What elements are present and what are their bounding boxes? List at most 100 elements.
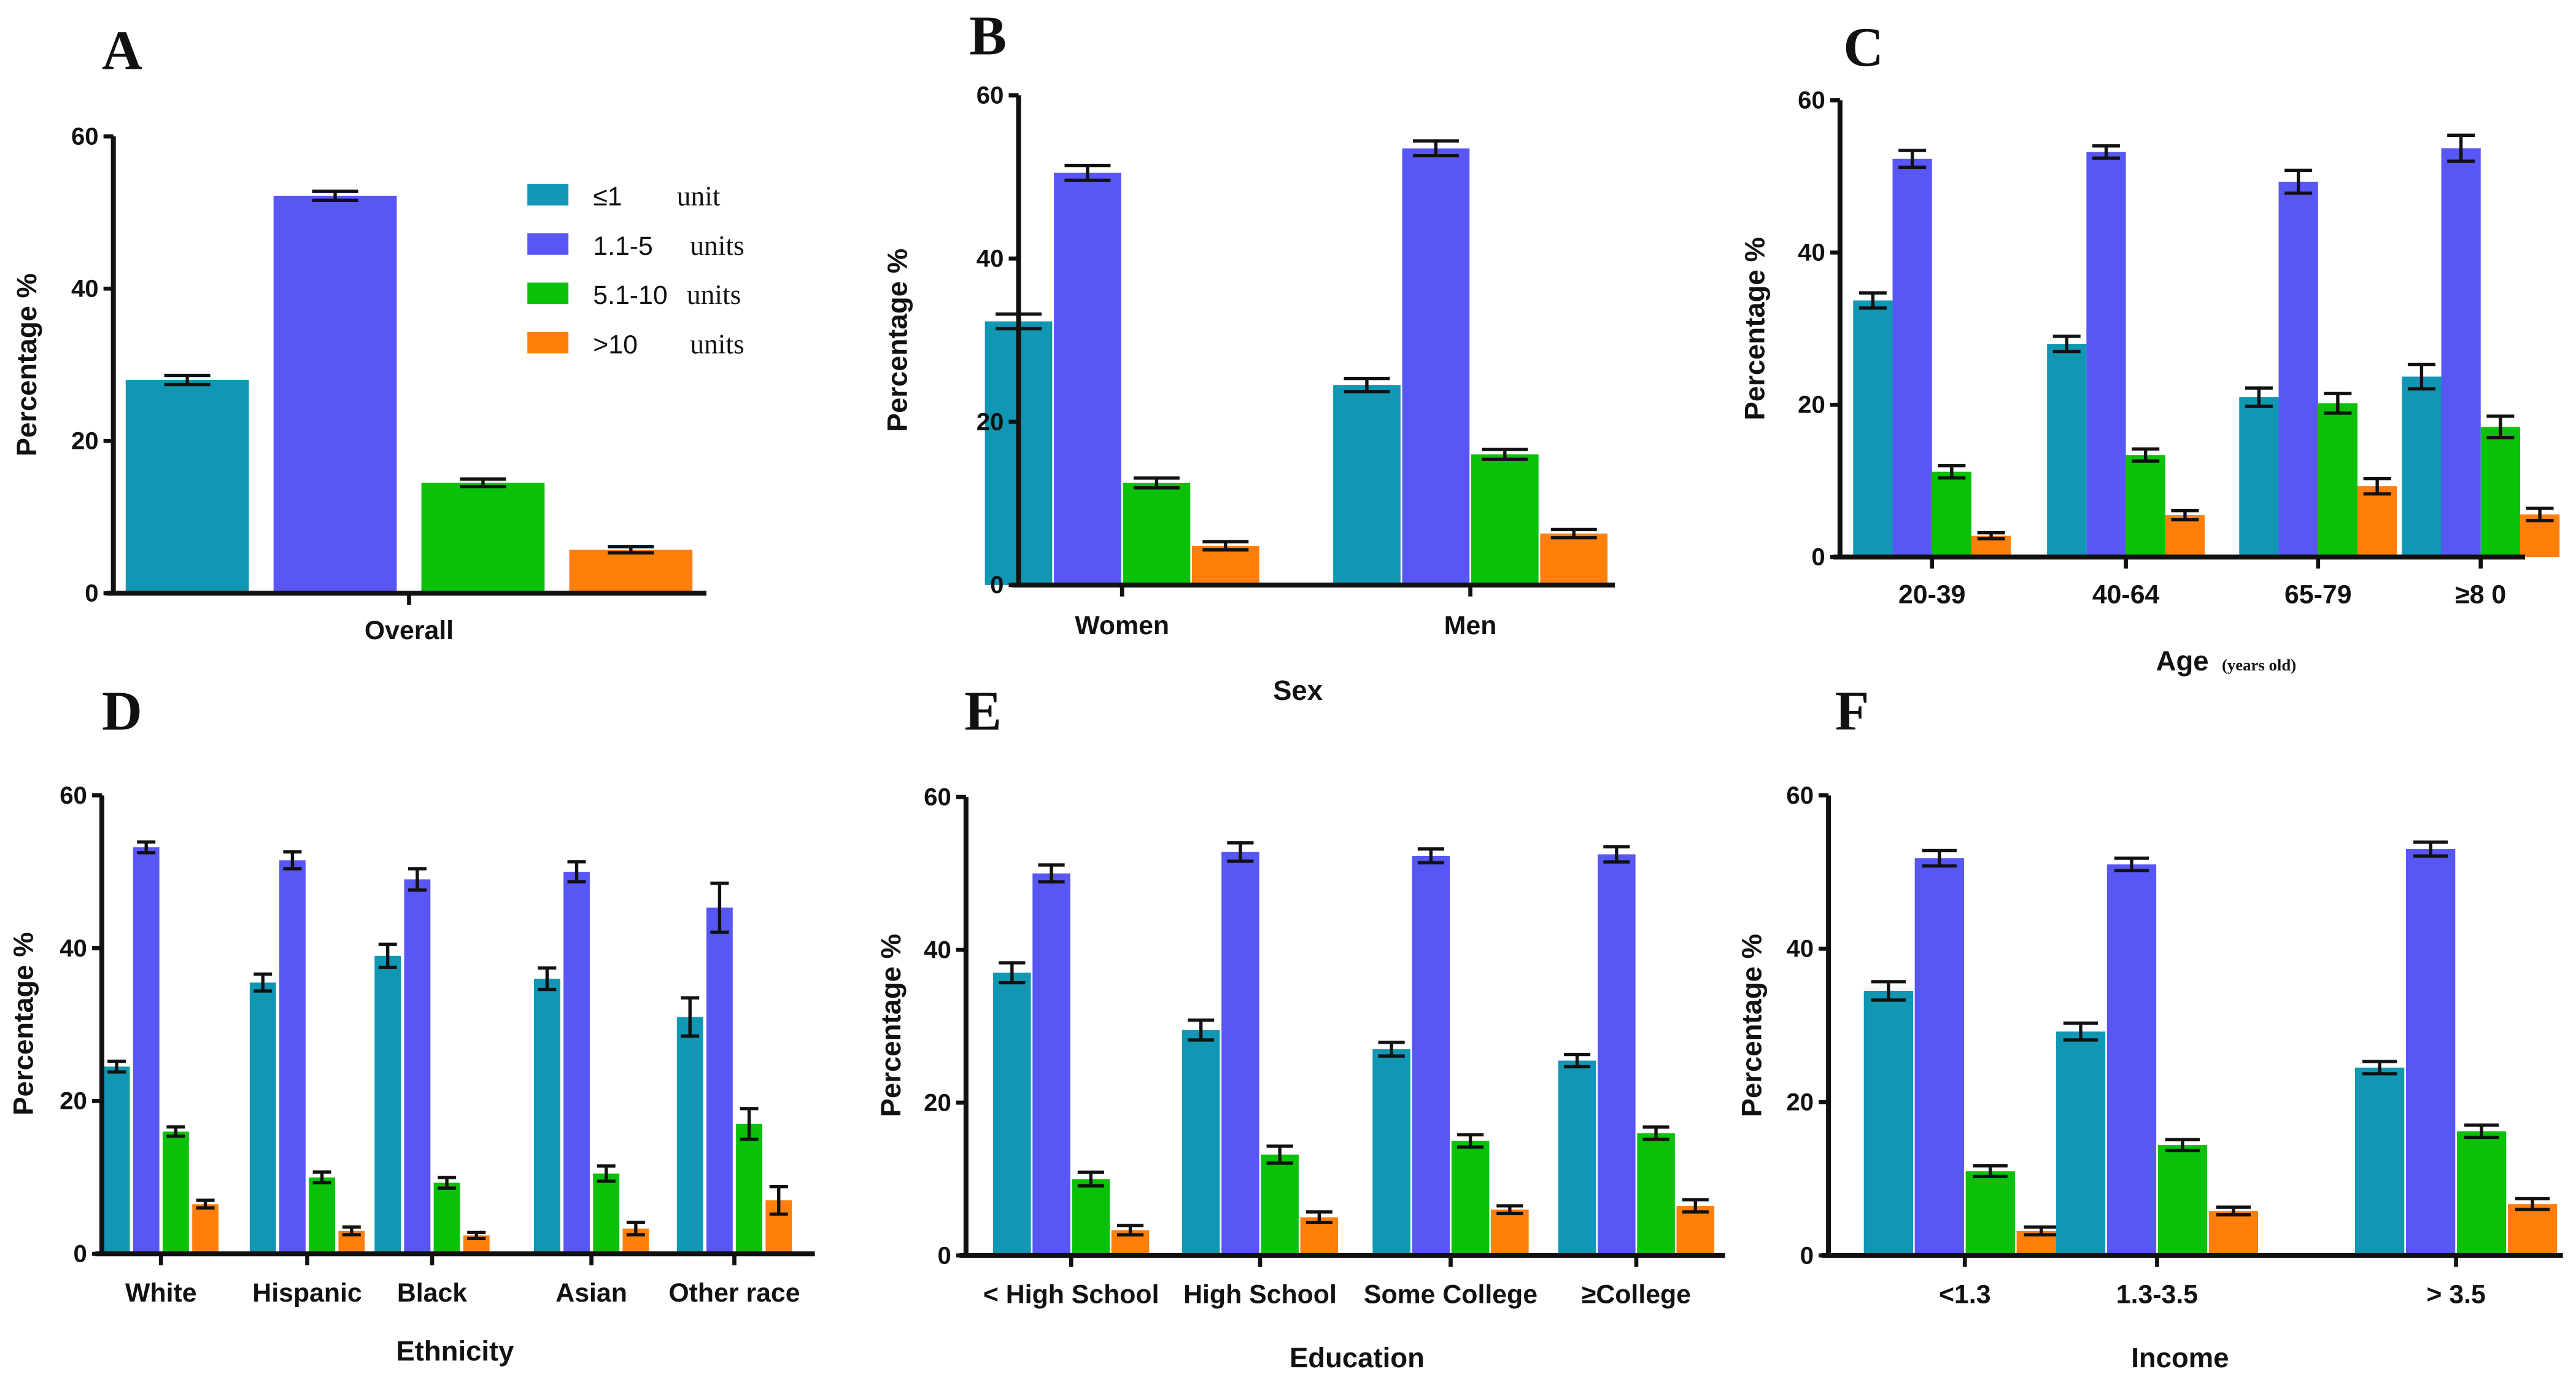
panel-label: F [1835,680,1870,742]
legend-unit: units [690,230,745,261]
x-axis-label: Ethnicity [396,1335,514,1367]
bar [1853,300,1893,557]
bar [1965,1171,2015,1256]
y-axis-label: Percentage % [11,273,42,456]
y-tick-label: 40 [71,275,99,303]
error-bar [1133,476,1180,490]
bar [1676,1206,1715,1256]
error-bar [1064,163,1111,182]
bar [421,483,545,594]
error-bar [999,961,1026,985]
error-bar [1564,1052,1591,1069]
bar [2278,181,2318,557]
bar [1191,546,1259,585]
x-tick-label: 40-64 [2092,580,2160,609]
error-bar [378,942,397,969]
error-bar [2063,1021,2098,1042]
error-bar [1077,1170,1104,1188]
bar [1598,854,1636,1256]
error-bar [2464,1123,2499,1139]
bar [2106,864,2157,1256]
legend-item: ≤1 unit [527,181,721,212]
error-bar [1202,540,1249,552]
error-bar [1116,1224,1144,1236]
error-bar [1266,1144,1293,1165]
error-bar [681,996,700,1038]
panel-label: E [964,680,1002,742]
bar [706,907,733,1254]
y-tick-label: 60 [1798,87,1825,114]
error-bar [2216,1205,2251,1217]
bar [2086,152,2126,557]
legend-item: 1.1-5 units [527,230,745,261]
x-tick-label: > 3.5 [2426,1280,2485,1310]
y-tick-label: 0 [1800,1241,1814,1269]
bar [1637,1133,1675,1256]
error-bar [1550,527,1597,540]
bar [593,1173,620,1254]
error-bar [1227,841,1254,863]
bar [1892,158,1932,557]
panel-b: B Women Men 0 20 40 60 Percentage % Sex [882,4,1615,706]
error-bar [1938,464,1966,480]
error-bar [2486,414,2515,440]
bar [1471,454,1539,585]
legend-swatch [527,282,569,305]
bar [1863,990,1913,1256]
error-bar [283,850,302,871]
x-tick-label: Asian [555,1278,627,1308]
error-bar [342,1225,361,1236]
x-tick-label: ≥8 0 [2455,580,2506,609]
legend-unit: units [687,279,741,310]
y-tick-label: 40 [977,244,1004,272]
error-bar [1922,848,1957,868]
bar [569,549,693,594]
panel-c: C 20-39 40-64 65-79 ≥8 0 0 20 40 60 Percentage % A… [1739,16,2560,677]
y-axis-label: Percentage % [1739,237,1771,420]
error-bar [253,972,273,993]
y-tick-label: 40 [1786,935,1814,963]
y-axis-label: Percentage % [875,934,907,1117]
error-bar [1417,847,1444,864]
legend-label: 5.1-10 [593,281,667,310]
error-bar [710,881,729,934]
y-tick-label: 20 [60,1087,87,1115]
x-tick-label: Some College [1364,1280,1537,1310]
y-tick-label: 60 [924,783,951,811]
bar [1402,148,1470,585]
x-tick-label: Other race [668,1278,800,1308]
error-bar [1482,448,1528,461]
bar [125,380,249,594]
bar [133,847,160,1254]
y-tick-label: 20 [71,427,99,455]
bar [1932,472,1971,557]
y-tick-label: 40 [1798,239,1825,266]
error-bar [2284,168,2313,195]
bar [2480,427,2520,557]
bar [1558,1060,1596,1256]
bar [404,879,431,1254]
error-bar [196,1198,215,1210]
bar [2441,148,2481,557]
x-tick-label: Men [1444,611,1497,640]
error-bar [107,1059,126,1074]
bar [2165,515,2205,557]
error-bar [164,373,211,387]
panel-d: D White Hispanic Black Asian Other race 0 20 40 6… [8,680,815,1367]
x-tick-label: Black [397,1278,467,1308]
legend-unit: units [690,328,745,359]
error-bar [2092,144,2120,160]
panel-label: D [102,680,142,742]
error-bar [166,1125,185,1138]
x-tick-label: High School [1183,1280,1337,1310]
y-tick-label: 0 [1811,543,1825,571]
x-tick-label: ≥College [1582,1280,1691,1310]
error-bar [1682,1198,1709,1214]
bar [374,955,401,1254]
x-axis-label: Income [2131,1342,2229,1373]
legend-swatch [527,332,569,354]
x-tick-label: < High School [983,1280,1159,1310]
error-bar [1898,149,1927,169]
bar [249,982,276,1254]
